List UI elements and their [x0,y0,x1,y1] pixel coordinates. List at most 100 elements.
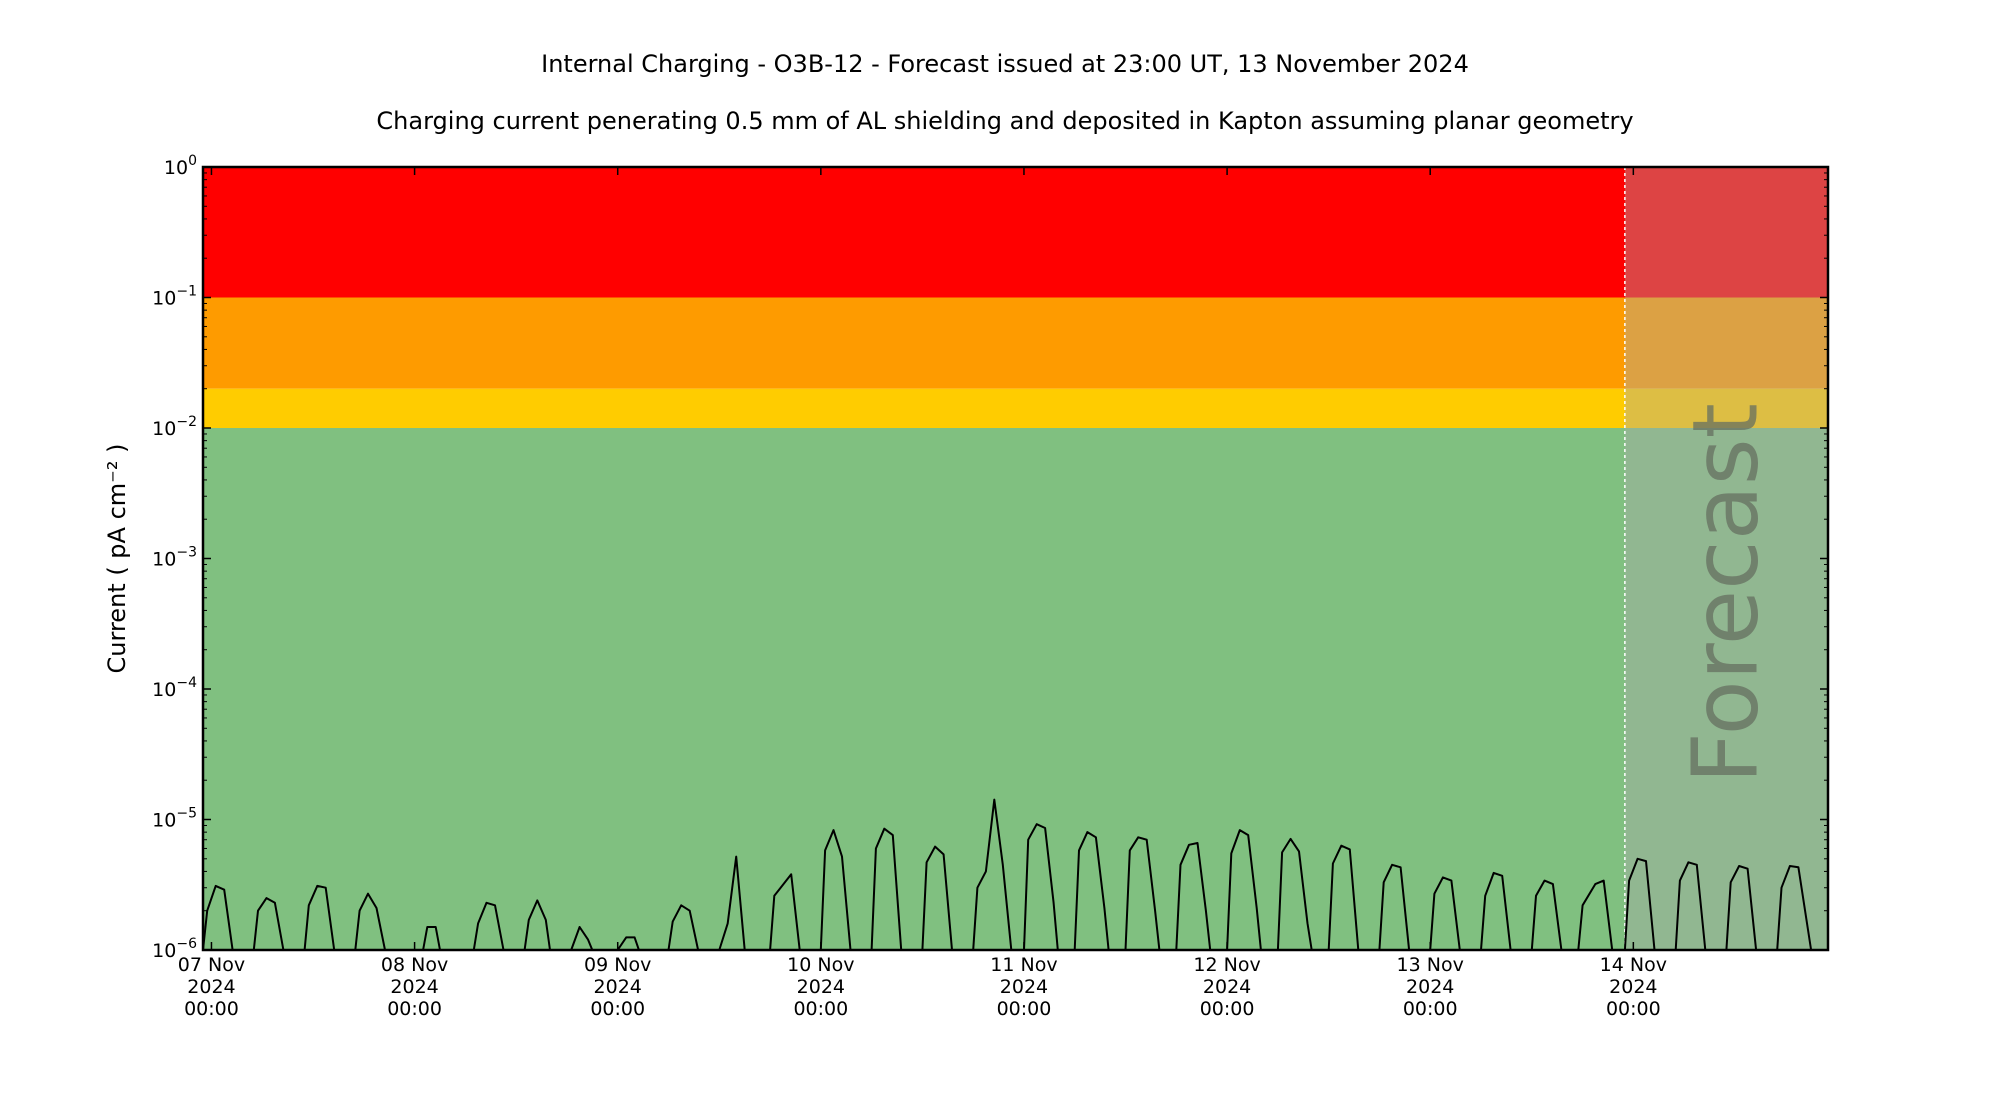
y-tick-label: 10−6 [152,936,197,962]
data-point [1095,836,1097,838]
data-point [1636,858,1639,860]
data-point [1746,868,1749,870]
series-layer [202,798,1813,951]
data-point [265,897,268,899]
chart-subtitle: Charging current penerating 0.5 mm of AL… [376,107,1633,135]
data-point [1552,883,1554,885]
data-point [257,910,259,912]
data-point [934,845,936,848]
data-point [528,919,530,921]
data-point [274,902,276,904]
data-point [215,885,217,887]
data-point [477,922,479,924]
data-point [1391,864,1393,866]
y-tick-label: 10−4 [152,675,197,701]
data-point [1281,851,1283,853]
data-point [625,936,627,938]
data-point [494,904,496,906]
plot-area: Forecast [202,167,1828,951]
data-point [485,902,488,904]
data-point [680,904,682,906]
y-tick-label: 10−3 [152,545,197,571]
data-point [1146,839,1148,841]
data-point [1154,910,1156,912]
data-point [1332,862,1334,865]
y-tick-label: 10−1 [152,284,197,310]
band-green [203,428,1828,950]
x-tick-label: 09 Nov 2024 00:00 [584,954,651,1020]
band-orange [203,297,1828,389]
data-point [1628,880,1630,882]
data-point [727,922,729,924]
y-tick-label: 10−5 [152,806,197,832]
data-point [1044,827,1046,829]
data-point [579,926,581,928]
data-point [375,907,378,909]
data-point [1543,880,1546,882]
data-point [1129,849,1131,851]
y-axis: 10−6 10−5 10−4 10−3 10−2 10−1 100 [152,153,1828,962]
data-point [1052,902,1055,904]
y-axis-label: Current ( pA cm⁻² ) [103,444,131,674]
data-point [1078,849,1080,851]
data-point [1594,883,1596,885]
data-point [1484,895,1486,897]
data-point [1679,880,1681,882]
data-point [993,799,995,801]
data-point [1306,922,1309,924]
data-point [1687,861,1689,863]
data-point [875,847,877,850]
data-point [1230,852,1232,854]
data-point [1645,860,1647,862]
data-point [634,936,636,938]
x-tick-label: 08 Nov 2024 00:00 [381,954,448,1020]
data-point [841,855,843,858]
data-point [1247,834,1249,836]
data-point [1002,864,1004,866]
y-tick-label: 100 [164,153,197,179]
forecast-label: Forecast [1673,403,1778,784]
data-point [1383,881,1385,883]
x-tick-label: 14 Nov 2024 00:00 [1600,954,1667,1020]
data-point [536,899,538,901]
data-point [1450,880,1452,882]
data-point [689,910,691,912]
data-point [358,910,361,912]
data-point [926,861,928,863]
data-point [1289,838,1292,840]
data-point [1256,907,1258,909]
chart-title: Internal Charging - O3B-12 - Forecast is… [541,50,1469,78]
data-point [1730,881,1732,883]
series-line-0 [202,798,1813,951]
data-point [1501,875,1503,877]
data-point [223,889,225,891]
data-point [325,887,327,889]
data-point [832,829,835,831]
data-point [976,887,979,889]
data-point [367,893,369,895]
data-point [773,895,775,897]
data-point [892,834,894,836]
data-point [1797,866,1799,868]
y-tick-label: 10−2 [152,414,197,440]
x-axis: 07 Nov 2024 00:00 08 Nov 2024 00:00 09 Nov 2024… [178,167,1667,1020]
x-tick-label: 07 Nov 2024 00:00 [178,954,245,1020]
data-point [883,828,885,830]
threshold-bands [203,167,1828,950]
data-point [1179,864,1182,866]
data-point [1493,872,1495,874]
data-point [1581,904,1584,906]
data-point [1340,845,1342,847]
data-point [1442,876,1444,879]
data-point [1433,893,1436,895]
x-tick-label: 13 Nov 2024 00:00 [1397,954,1464,1020]
data-point [1298,850,1300,852]
data-point [1535,895,1537,897]
data-point [1349,848,1351,851]
data-point [1188,844,1190,846]
x-tick-label: 11 Nov 2024 00:00 [990,954,1057,1020]
data-point [824,849,826,851]
data-point [1205,910,1207,912]
data-point [1696,864,1698,866]
